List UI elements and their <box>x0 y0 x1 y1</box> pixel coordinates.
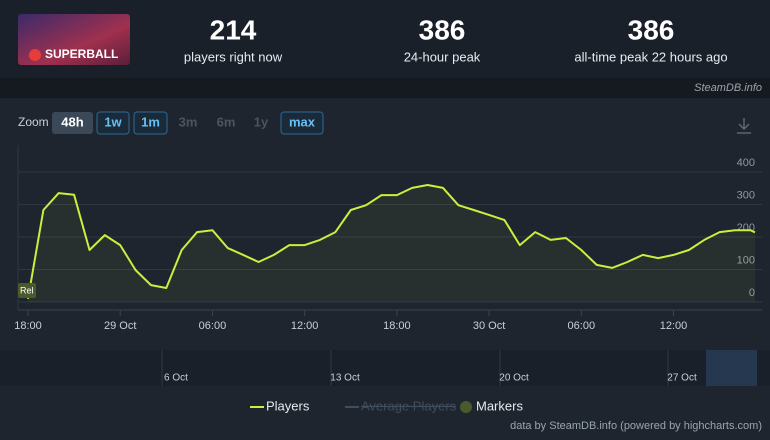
download-icon[interactable] <box>737 118 751 134</box>
x-tick-label: 12:00 <box>291 320 319 332</box>
stat-label: all-time peak 22 hours ago <box>574 49 727 64</box>
navigator-label: 13 Oct <box>330 373 360 384</box>
stat-value: 386 <box>419 14 466 45</box>
zoom-button-text: 3m <box>179 114 198 129</box>
zoom-button-bg <box>133 111 168 135</box>
stat-value: 386 <box>628 14 675 45</box>
x-tick-label: 06:00 <box>568 320 596 332</box>
zoom-button[interactable]: 1w <box>96 111 130 135</box>
marker-flag <box>18 283 36 298</box>
legend-symbol <box>460 401 472 413</box>
x-tick-label: 12:00 <box>660 320 688 332</box>
source: SteamDB.info <box>694 82 762 94</box>
legend-label: Markers <box>476 398 523 413</box>
zoom-button-text: max <box>289 114 316 129</box>
game-logo <box>18 14 130 65</box>
zoom-button[interactable]: 48h <box>52 112 93 134</box>
legend-label: Players <box>266 398 310 413</box>
source-strip <box>0 78 770 98</box>
zoom-label: Zoom <box>18 115 49 129</box>
download-glyph <box>737 118 751 134</box>
navigator-bg <box>0 350 770 386</box>
y-tick-label: 300 <box>737 189 755 201</box>
zoom-button-bg <box>96 111 130 135</box>
legend-label: Average Players <box>361 398 457 413</box>
zoom-button-text: 6m <box>217 114 236 129</box>
legend-item[interactable]: Average Players <box>345 398 457 413</box>
line <box>27 184 756 299</box>
x-tick-label: 29 Oct <box>104 320 136 332</box>
chart: 214 players right now 386 24-hour peak 386 al… <box>14 14 762 432</box>
stat-label: players right now <box>184 49 283 64</box>
zoom-button-bg <box>280 111 324 135</box>
legend-item[interactable]: Players <box>250 398 310 413</box>
zoom-button-text: 1w <box>104 114 122 129</box>
zoom-button[interactable]: 1m <box>133 111 168 135</box>
x-tick-label: 18:00 <box>14 320 42 332</box>
navigator-label: 20 Oct <box>499 373 529 384</box>
zoom-button-text: 1y <box>254 114 269 129</box>
stat-value: 214 <box>210 14 257 45</box>
navigator-label: 27 Oct <box>667 373 697 384</box>
game-name: SUPERBALL <box>45 47 118 61</box>
zoom-button: 1y <box>254 114 269 129</box>
y-tick-label: 400 <box>737 157 755 169</box>
x-tick-label: 06:00 <box>199 320 227 332</box>
navigator-label: 6 Oct <box>164 373 188 384</box>
zoom-button[interactable]: max <box>280 111 324 135</box>
legend-item[interactable]: Markers <box>460 398 523 413</box>
zoom-button: 3m <box>179 114 198 129</box>
zoom-button: 6m <box>217 114 236 129</box>
y-tick-label: 100 <box>737 254 755 266</box>
zoom-button-bg <box>52 112 93 134</box>
y-tick-label: 0 <box>749 287 755 299</box>
x-tick-label: 30 Oct <box>473 320 505 332</box>
zoom-button-text: 48h <box>61 114 83 129</box>
logo-ball <box>29 49 41 61</box>
stat-label: 24-hour peak <box>404 49 481 64</box>
credit: data by SteamDB.info (powered by highcha… <box>510 420 762 432</box>
zoom-button-text: 1m <box>141 114 160 129</box>
marker-label: Rel <box>20 285 34 295</box>
area <box>28 185 755 302</box>
x-tick-label: 18:00 <box>383 320 411 332</box>
navigator-selection[interactable] <box>706 350 757 386</box>
